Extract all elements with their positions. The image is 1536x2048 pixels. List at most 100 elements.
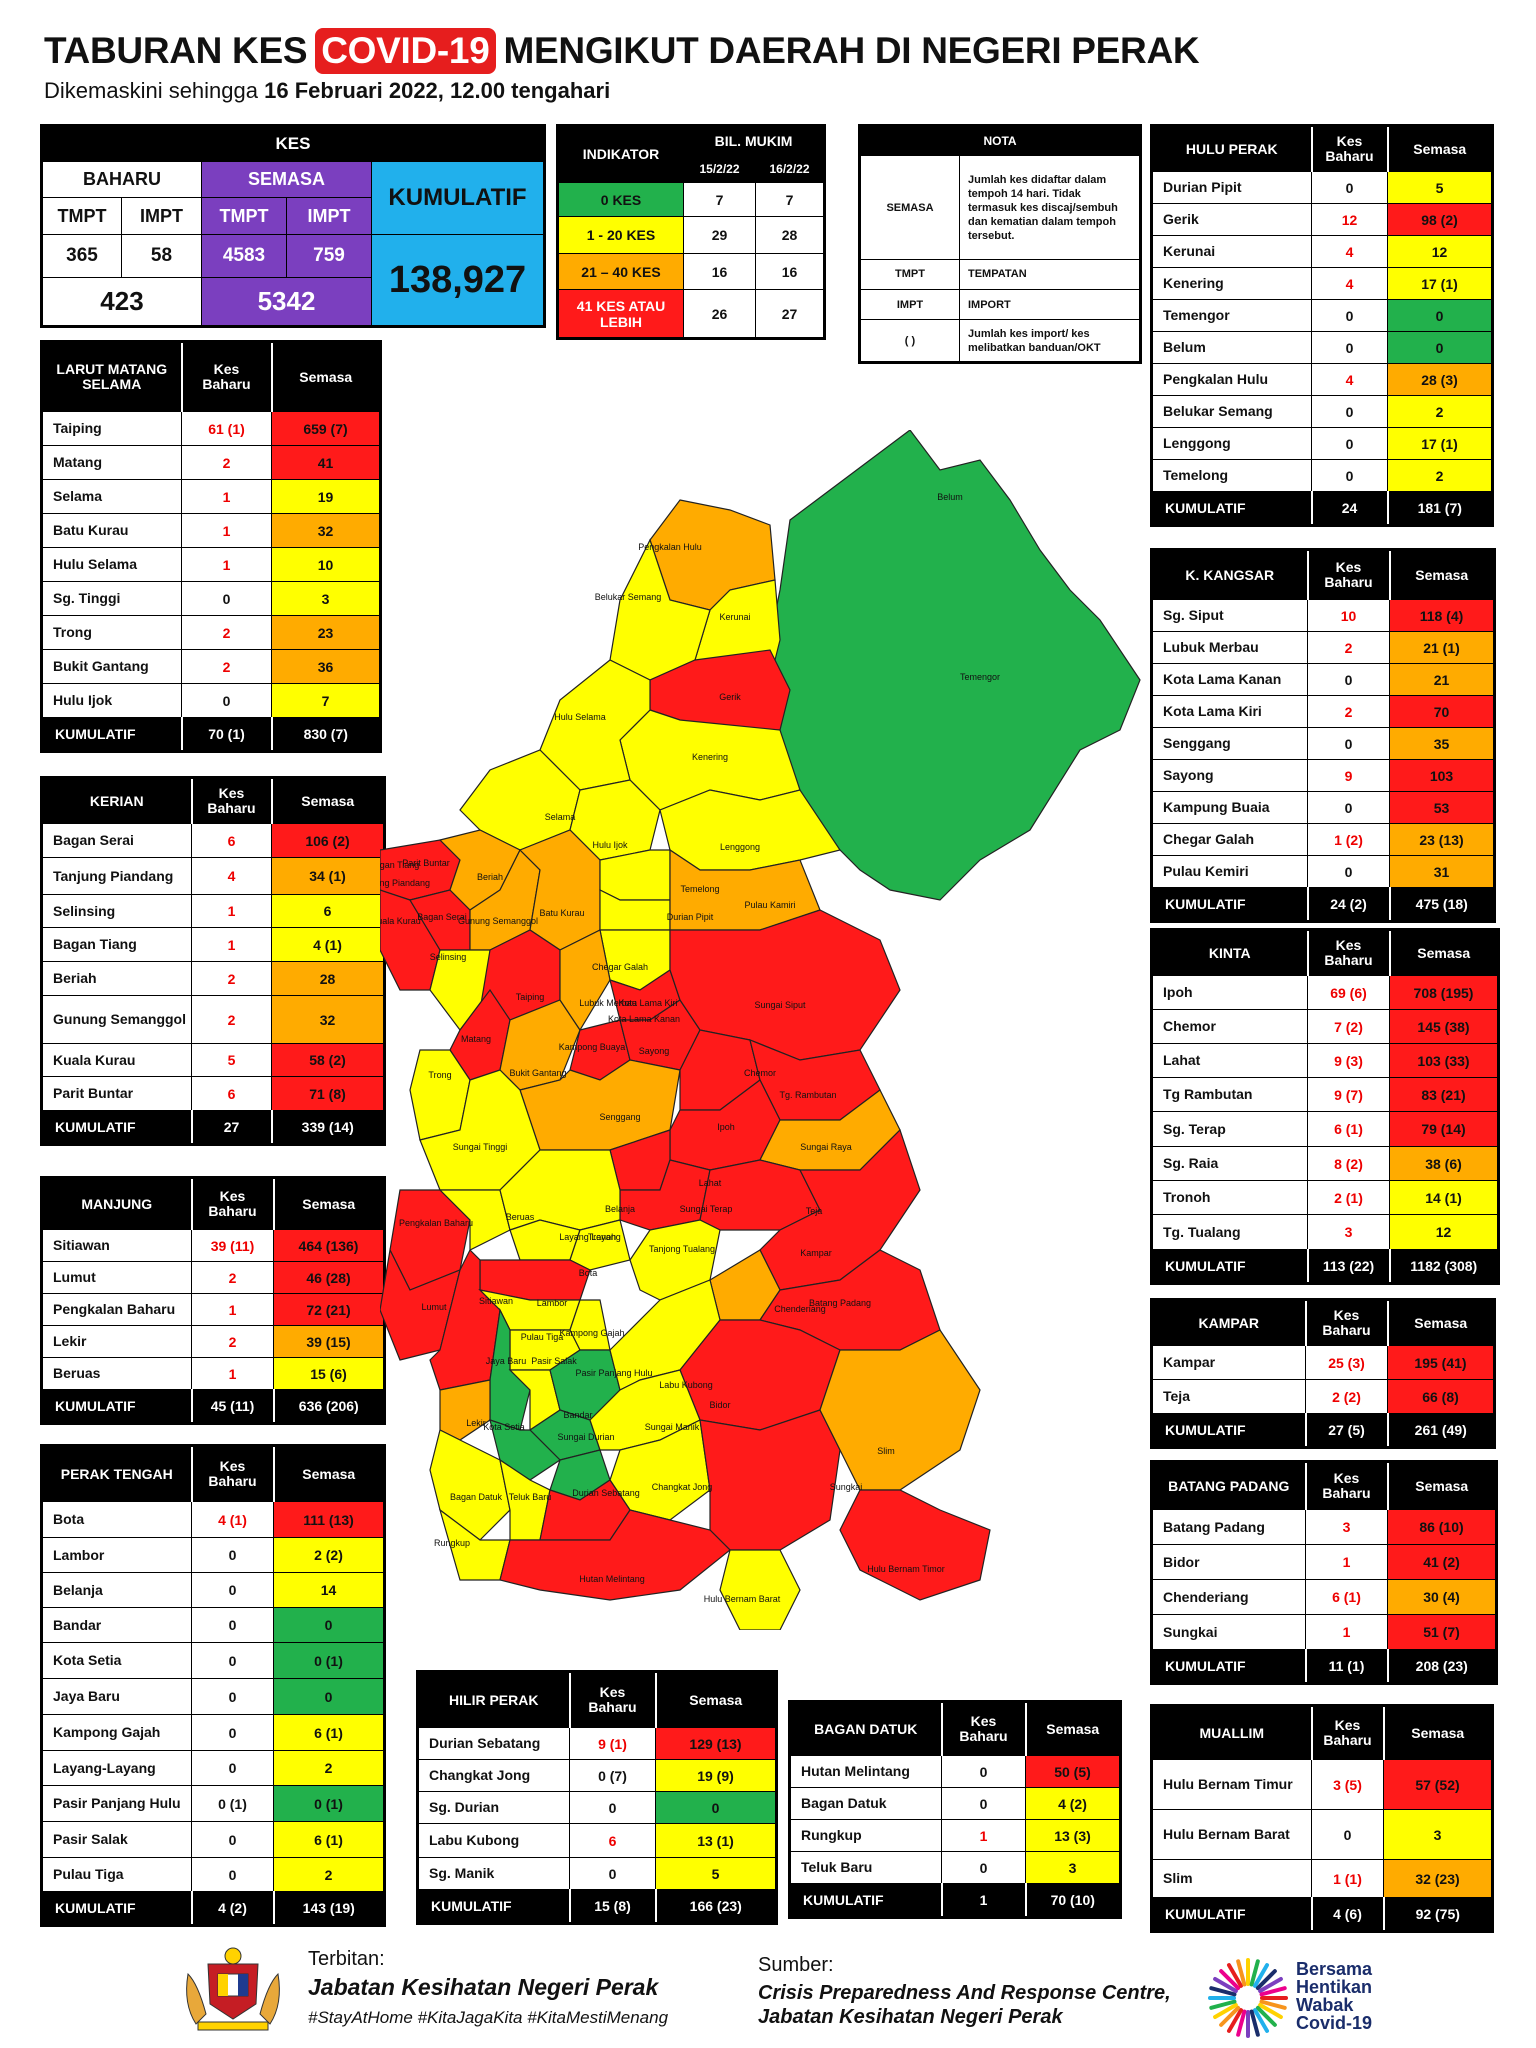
locality-name: Hulu Bernam Barat	[1151, 1809, 1312, 1860]
district-row: Sg. Durian 0 0	[417, 1791, 777, 1824]
locality-name: Kota Setia	[41, 1642, 192, 1679]
kes-baharu-value: 61 (1)	[181, 411, 272, 446]
district-title: HULU PERAK	[1151, 125, 1313, 172]
kes-baharu-value: 0	[181, 683, 272, 718]
map-label: Hulu Selama	[554, 712, 606, 722]
sunburst-ray	[1227, 2008, 1243, 2033]
kes-baharu-value: 0	[941, 1851, 1026, 1884]
kumulatif-baharu: 15 (8)	[569, 1889, 657, 1924]
locality-name: Temengor	[1151, 299, 1312, 332]
kes-baharu-value: 5	[191, 1043, 272, 1077]
locality-name: Kota Lama Kanan	[1151, 663, 1308, 696]
locality-name: Gunung Semanggol	[41, 995, 192, 1044]
semasa-value: 66 (8)	[1387, 1379, 1495, 1414]
kumulatif-row: KUMULATIF 45 (11) 636 (206)	[41, 1389, 385, 1424]
district-row: Kerunai 4 12	[1151, 235, 1493, 268]
kumulatif-label: KUMULATIF	[1151, 1413, 1307, 1448]
locality-name: Rungkup	[789, 1819, 942, 1852]
kes-baharu-value: 0	[569, 1857, 656, 1890]
semasa-header: Semasa	[1389, 549, 1495, 600]
semasa-value: 19 (9)	[655, 1759, 777, 1792]
district-row: Belum 0 0	[1151, 331, 1493, 364]
locality-name: Lambor	[41, 1537, 192, 1573]
locality-name: Sg. Terap	[1151, 1111, 1308, 1147]
kumulatif-semasa: 181 (7)	[1387, 491, 1493, 526]
kes-baharu-value: 4	[1311, 363, 1388, 396]
kumulatif-baharu: 27	[191, 1110, 273, 1145]
map-label: Selama	[545, 812, 576, 822]
locality-name: Labu Kubong	[417, 1823, 570, 1858]
sunburst-ray	[1255, 1969, 1277, 1991]
district-row: Batang Padang 3 86 (10)	[1151, 1509, 1497, 1545]
kes-baharu-value: 25 (3)	[1305, 1345, 1388, 1380]
semasa-value: 6 (1)	[273, 1821, 385, 1858]
district-row: Taiping 61 (1) 659 (7)	[41, 411, 381, 446]
kes-baharu-value: 1	[181, 513, 272, 548]
map-label: Trong	[428, 1070, 451, 1080]
district-row: Gerik 12 98 (2)	[1151, 203, 1493, 236]
map-label: Kenering	[692, 752, 728, 762]
map-label: Tg. Rambutan	[779, 1090, 836, 1100]
kumulatif-label: KUMULATIF	[1151, 491, 1313, 526]
semasa-value: 21 (1)	[1389, 631, 1495, 664]
kumulatif-row: KUMULATIF 113 (22) 1182 (308)	[1151, 1249, 1499, 1284]
locality-name: Matang	[41, 445, 182, 480]
semasa-value: 35	[1389, 727, 1495, 760]
district-row: Bagan Serai 6 106 (2)	[41, 823, 385, 858]
sunburst-ray	[1209, 1999, 1237, 2010]
kumulatif-label: KUMULATIF	[1151, 1249, 1309, 1284]
sunburst-ray	[1213, 2003, 1238, 2019]
kes-baharu-header: Kes Baharu	[1305, 1461, 1389, 1510]
locality-name: Changkat Jong	[417, 1759, 570, 1792]
kes-baharu-value: 6 (1)	[1305, 1579, 1388, 1615]
map-label: Kampar	[800, 1248, 832, 1258]
semasa-value: 2	[273, 1857, 385, 1892]
map-label: Changkat Jong	[652, 1482, 713, 1492]
district-title: KINTA	[1151, 929, 1309, 976]
semasa-value: 46 (28)	[273, 1261, 385, 1294]
locality-name: Sg. Siput	[1151, 599, 1308, 632]
district-title: MANJUNG	[41, 1177, 193, 1230]
sunburst-ray	[1249, 2009, 1260, 2037]
coat-of-arms-icon	[186, 1947, 280, 2031]
region-tanjong-tualang	[629, 1219, 721, 1301]
kumulatif-label: KUMULATIF	[789, 1883, 943, 1918]
kes-baharu-value: 1	[941, 1819, 1026, 1852]
locality-name: Pasir Salak	[41, 1821, 192, 1858]
sunburst-ray	[1253, 2008, 1269, 2033]
map-label: Hulu Bernam Barat	[704, 1594, 781, 1604]
map-label: Kota Lama Kanan	[608, 1014, 680, 1024]
kes-baharu-value: 1	[191, 927, 272, 962]
map-label: Kampong Buaya	[559, 1042, 626, 1052]
district-row: Beriah 2 28	[41, 961, 385, 996]
kes-baharu-value: 0	[941, 1755, 1026, 1788]
district-table-muallim: MUALLIM Kes Baharu Semasa Hulu Bernam Timur…	[1150, 1704, 1494, 1933]
semasa-value: 41	[271, 445, 381, 480]
semasa-header: Semasa	[1387, 1461, 1497, 1510]
locality-name: Teluk Baru	[789, 1851, 942, 1884]
kumulatif-row: KUMULATIF 15 (8) 166 (23)	[417, 1889, 777, 1924]
kes-baharu-value: 2 (2)	[1305, 1379, 1388, 1414]
locality-name: Hutan Melintang	[789, 1755, 942, 1788]
locality-name: Kenering	[1151, 267, 1312, 300]
map-label: Sungkai	[830, 1482, 863, 1492]
sunburst-ray	[1253, 1963, 1269, 1988]
kes-baharu-value: 6	[191, 823, 272, 858]
locality-name: Sg. Manik	[417, 1857, 570, 1890]
update-date: Dikemaskini sehingga 16 Februari 2022, 1…	[44, 78, 611, 103]
map-label: Bagan Tiang	[380, 860, 419, 870]
district-row: Kota Lama Kiri 2 70	[1151, 695, 1495, 728]
locality-name: Ipoh	[1151, 975, 1308, 1010]
semasa-value: 71 (8)	[271, 1076, 385, 1111]
semasa-value: 28	[271, 961, 385, 996]
semasa-value: 12	[1387, 235, 1493, 268]
semasa-value: 32	[271, 995, 385, 1044]
semasa-value: 13 (1)	[655, 1823, 777, 1858]
sunburst-ray	[1213, 1977, 1238, 1993]
district-row: Teluk Baru 0 3	[789, 1851, 1121, 1884]
locality-name: Sg. Raia	[1151, 1146, 1308, 1181]
district-row: Kota Lama Kanan 0 21	[1151, 663, 1495, 696]
district-row: Bidor 1 41 (2)	[1151, 1544, 1497, 1580]
kumulatif-row: KUMULATIF 11 (1) 208 (23)	[1151, 1649, 1497, 1684]
kes-baharu-value: 0	[1307, 855, 1390, 888]
